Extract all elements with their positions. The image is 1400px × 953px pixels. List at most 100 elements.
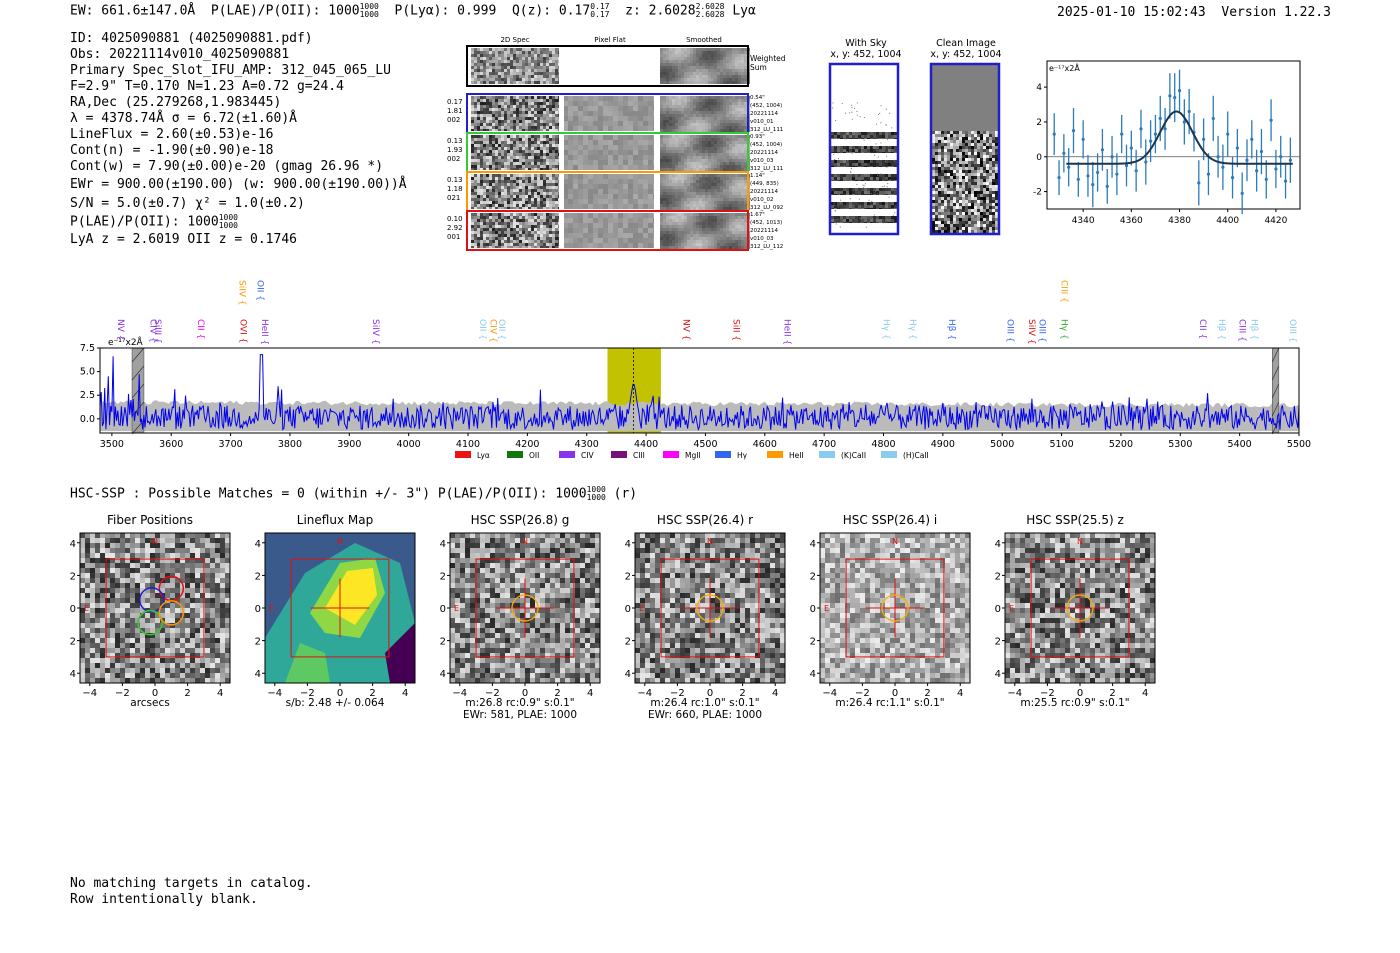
sky-band-pixel: [870, 152, 873, 153]
smooth-pixel: [699, 114, 702, 117]
smooth-pixel: [702, 162, 705, 165]
smooth-pixel: [705, 108, 708, 111]
cutout-pixel: [507, 243, 510, 246]
weighted-sum-pixel: [534, 48, 537, 51]
cutout-pixel: [510, 108, 513, 111]
smooth-pixel: [681, 102, 684, 105]
flat-pixel: [638, 204, 643, 209]
smooth-pixel: [684, 153, 687, 156]
flat-pixel: [563, 204, 568, 209]
weighted-sum-smooth: [714, 78, 717, 81]
cutout-pixel: [543, 111, 546, 114]
cutout-pixel: [495, 207, 498, 209]
flat-pixel: [618, 111, 623, 116]
cutout-pixel: [534, 102, 537, 105]
sky-band-pixel: [867, 160, 870, 163]
flat-pixel: [583, 194, 588, 199]
flat-pixel: [588, 213, 593, 218]
clean-pixel: [983, 140, 986, 143]
cutout-pixel: [486, 156, 489, 159]
cutout-pixel: [489, 99, 492, 102]
clean-pixel: [932, 134, 935, 137]
sky-speck: [849, 198, 851, 200]
smooth-pixel: [678, 159, 681, 162]
weighted-sum-smooth: [684, 48, 687, 51]
smooth-pixel: [684, 147, 687, 150]
smooth-pixel: [672, 201, 675, 204]
smooth-pixel: [723, 99, 726, 102]
smooth-pixel: [666, 195, 669, 198]
weighted-sum-pixel: [525, 81, 528, 84]
smooth-pixel: [678, 135, 681, 138]
smooth-pixel: [693, 135, 696, 138]
sky-speck: [891, 127, 893, 129]
clean-pixel: [995, 152, 998, 155]
cutout-pixel: [531, 195, 534, 198]
clean-pixel: [977, 143, 980, 146]
flat-pixel: [603, 199, 608, 204]
clean-pixel: [953, 143, 956, 146]
cutout-pixel: [555, 99, 558, 102]
sky-band-pixel: [834, 132, 837, 135]
cutout-pixel: [510, 231, 513, 234]
cutout-pixel: [531, 159, 534, 162]
smooth-pixel: [738, 120, 741, 123]
smooth-pixel: [696, 207, 699, 210]
cutout-pixel: [492, 216, 495, 219]
smooth-pixel: [711, 156, 714, 159]
clean-pixel: [971, 134, 974, 137]
cutout-pixel: [555, 135, 558, 138]
cutout-pixel: [531, 234, 534, 237]
sky-band-pixel: [867, 202, 870, 205]
cutout-pixel: [519, 240, 522, 243]
smooth-pixel: [744, 204, 747, 207]
flat-pixel: [593, 233, 598, 238]
sky-speck: [856, 102, 858, 104]
cutout-right-label: 312_LU_111: [750, 127, 783, 133]
weighted-sum-pixel: [510, 54, 513, 57]
smooth-pixel: [735, 165, 738, 168]
weighted-sum-pixel: [471, 51, 474, 54]
cutout-pixel: [480, 105, 483, 108]
smooth-pixel: [714, 117, 717, 120]
weighted-sum-pixel: [483, 75, 486, 78]
flat-pixel: [633, 189, 638, 194]
smooth-pixel: [738, 156, 741, 159]
cutout-pixel: [480, 213, 483, 216]
weighted-sum-pixel: [546, 72, 549, 75]
sky-band-pixel: [858, 180, 861, 181]
cutout-pixel: [474, 228, 477, 231]
smooth-pixel: [690, 165, 693, 168]
cutout-pixel: [543, 180, 546, 183]
cutout-pixel: [552, 231, 555, 234]
cutout-right-label: v010_03: [750, 158, 774, 164]
flat-pixel: [563, 238, 568, 243]
cutout-pixel: [495, 246, 498, 248]
smooth-pixel: [717, 159, 720, 162]
smooth-pixel: [735, 129, 738, 132]
sky-band-pixel: [879, 191, 882, 194]
cutout-pixel: [510, 177, 513, 180]
smooth-pixel: [699, 234, 702, 237]
smooth-pixel: [693, 117, 696, 120]
weighted-sum-pixel: [498, 78, 501, 81]
flat-pixel: [628, 106, 633, 111]
flat-pixel: [588, 160, 593, 165]
cutout-pixel: [513, 111, 516, 114]
flat-pixel: [623, 106, 628, 111]
cutout-pixel: [495, 216, 498, 219]
sky-band-pixel: [894, 202, 897, 205]
weighted-sum-smooth: [726, 69, 729, 72]
smooth-pixel: [708, 207, 711, 210]
weighted-sum-pixel: [549, 63, 552, 66]
cutout-pixel: [510, 120, 513, 123]
smooth-pixel: [729, 108, 732, 111]
sky-band-pixel: [846, 180, 849, 181]
smooth-pixel: [723, 246, 726, 249]
sky-band-pixel: [843, 163, 846, 166]
cutout-pixel: [507, 216, 510, 219]
smooth-pixel: [735, 195, 738, 198]
sky-band-pixel: [831, 152, 834, 153]
smooth-pixel: [705, 192, 708, 195]
clean-pixel: [944, 146, 947, 149]
